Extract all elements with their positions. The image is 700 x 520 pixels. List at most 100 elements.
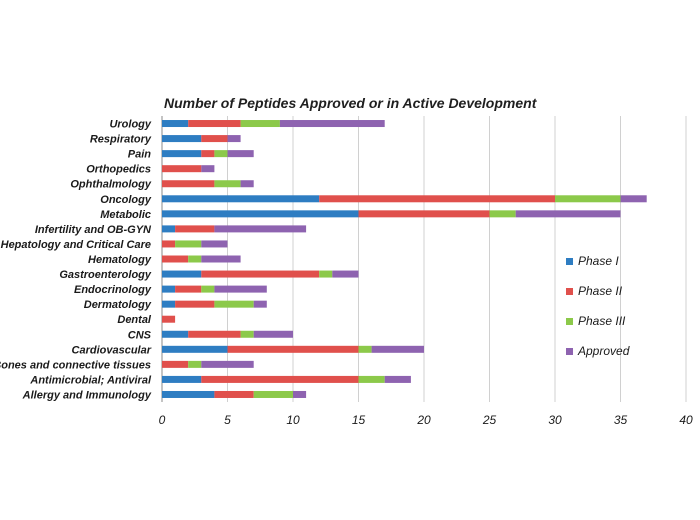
legend-swatch: [566, 348, 573, 355]
x-tick-label: 40: [679, 413, 693, 427]
bar-segment: [515, 210, 621, 218]
category-label: CNS: [128, 329, 152, 341]
x-tick-label: 10: [286, 413, 300, 427]
x-tick-label: 20: [416, 413, 431, 427]
bar-segment: [319, 270, 333, 278]
category-label: Hematology: [88, 254, 152, 266]
bar-segment: [201, 135, 228, 143]
bar-segment: [214, 225, 307, 233]
bar-segment: [279, 120, 385, 128]
bar-segment: [214, 285, 267, 293]
bar-segment: [162, 270, 202, 278]
bar-segment: [162, 210, 359, 218]
bar-segment: [201, 285, 215, 293]
category-label: Gastroenterology: [59, 269, 152, 281]
bar-segment: [332, 270, 359, 278]
category-label: Infertility and OB-GYN: [35, 224, 152, 236]
bar-segment: [358, 345, 372, 353]
bar-segment: [489, 210, 516, 218]
bars: [162, 120, 647, 398]
bar-segment: [214, 150, 228, 158]
bar-segment: [201, 165, 215, 173]
x-tick-label: 25: [482, 413, 497, 427]
bar-segment: [358, 375, 385, 383]
bar-segment: [253, 330, 293, 338]
bar-segment: [214, 180, 241, 188]
bar-segment: [162, 120, 189, 128]
category-labels: Urology Respiratory Pain Orthopedics Ophthal…: [0, 119, 152, 402]
bar-segment: [175, 285, 202, 293]
category-label: Ophthalmology: [70, 179, 152, 191]
category-label: Pain: [128, 149, 152, 161]
bar-segment: [162, 240, 176, 248]
legend-label: Phase II: [578, 284, 623, 298]
bar-segment: [162, 195, 320, 203]
category-label: Oncology: [100, 194, 152, 206]
legend-swatch: [566, 258, 573, 265]
bar-segment: [162, 150, 202, 158]
bar-segment: [201, 255, 241, 263]
x-tick-label: 35: [614, 413, 628, 427]
bar-segment: [188, 330, 241, 338]
category-label: Antimicrobial; Antiviral: [29, 374, 152, 386]
bar-segment: [227, 135, 241, 143]
bar-segment: [240, 330, 254, 338]
bar-segment: [162, 330, 189, 338]
legend-swatch: [566, 288, 573, 295]
bar-segment: [162, 360, 189, 368]
category-label: Respiratory: [90, 134, 152, 146]
category-label: Dental: [117, 314, 152, 326]
legend-label: Phase I: [578, 254, 619, 268]
bar-segment: [162, 165, 202, 173]
bar-segment: [188, 255, 202, 263]
x-tick-label: 15: [352, 413, 366, 427]
bar-segment: [201, 150, 215, 158]
bar-segment: [175, 240, 202, 248]
bar-segment: [201, 360, 254, 368]
bar-segment: [227, 345, 359, 353]
bar-segment: [188, 120, 241, 128]
x-tick-label: 30: [548, 413, 562, 427]
bar-segment: [162, 225, 176, 233]
bar-segment: [253, 390, 293, 398]
legend-label: Approved: [577, 344, 630, 358]
bar-segment: [620, 195, 647, 203]
bar-segment: [240, 180, 254, 188]
legend-swatch: [566, 318, 573, 325]
category-label: Endocrinology: [74, 284, 152, 296]
bar-segment: [358, 210, 490, 218]
bar-segment: [201, 240, 228, 248]
bar-segment: [214, 300, 254, 308]
category-label: Urology: [109, 119, 151, 131]
bar-segment: [162, 315, 176, 323]
category-label: Metabolic: [100, 209, 151, 221]
bar-segment: [188, 360, 202, 368]
bar-segment: [175, 300, 215, 308]
bar-segment: [162, 375, 202, 383]
bar-segment: [253, 300, 267, 308]
x-tick-label: 5: [224, 413, 231, 427]
bar-segment: [319, 195, 555, 203]
category-label: Hepatology and Critical Care: [1, 239, 151, 251]
legend-label: Phase III: [578, 314, 626, 328]
bar-segment: [227, 150, 254, 158]
category-label: Dermatology: [84, 299, 152, 311]
bar-segment: [555, 195, 621, 203]
bar-segment: [371, 345, 424, 353]
chart-title: Number of Peptides Approved or in Active…: [164, 95, 538, 111]
bar-segment: [240, 120, 280, 128]
bar-segment: [201, 375, 359, 383]
category-label: Cardiovascular: [72, 344, 152, 356]
bar-segment: [162, 345, 228, 353]
category-label: Orthopedics: [86, 164, 151, 176]
bar-segment: [201, 270, 320, 278]
bar-segment: [162, 180, 215, 188]
category-label: Allergy and Immunology: [22, 389, 152, 401]
gridlines: [161, 116, 687, 402]
bar-segment: [162, 300, 176, 308]
bar-segment: [162, 390, 215, 398]
bar-segment: [162, 255, 189, 263]
bar-segment: [162, 135, 202, 143]
category-label: Bones and connective tissues: [0, 359, 151, 371]
